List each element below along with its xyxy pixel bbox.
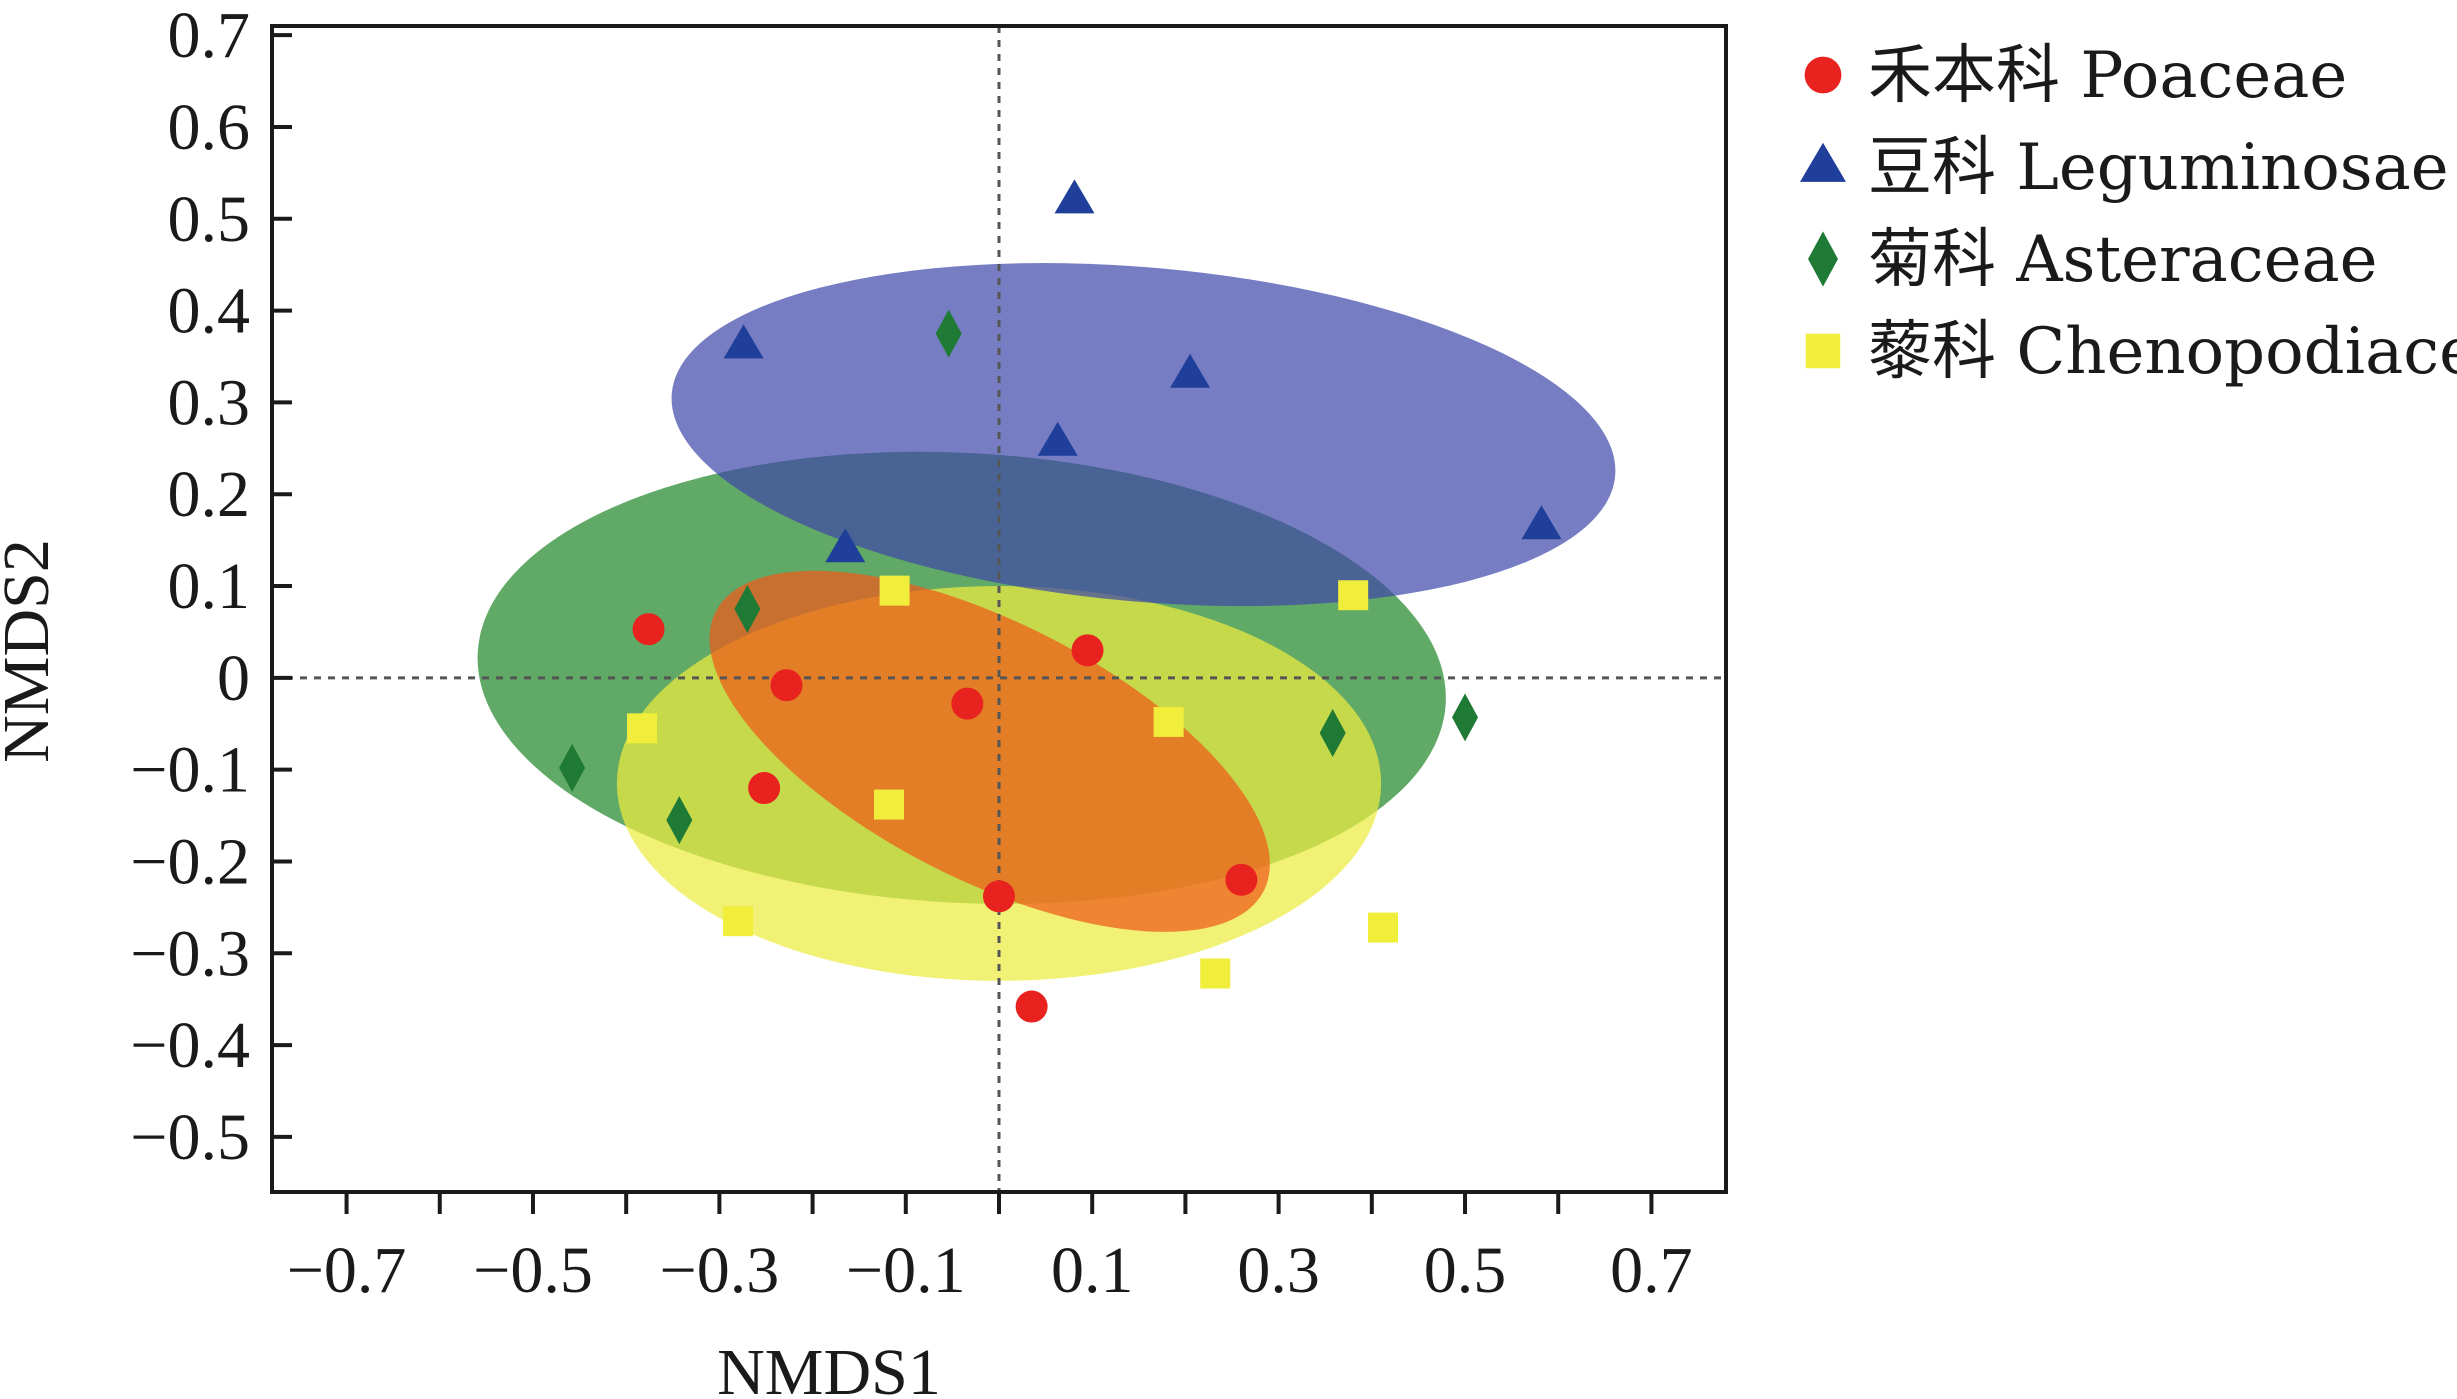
ellipse-circle	[709, 570, 1270, 932]
y-tick-label: 0.3	[168, 366, 251, 439]
point-square	[1368, 912, 1399, 943]
y-tick-label: −0.2	[130, 825, 250, 898]
legend-label: 菊科 Asteraceae	[1868, 223, 2378, 297]
legend-item: 豆科 Leguminosae	[1800, 131, 2449, 205]
x-tick-label: −0.1	[846, 1234, 966, 1307]
point-square	[1200, 958, 1231, 989]
y-tick-label: 0.1	[168, 550, 251, 623]
point-circle	[1071, 634, 1104, 667]
legend-label: 豆科 Leguminosae	[1868, 131, 2449, 205]
legend: 禾本科 Poaceae 豆科 Leguminosae 菊科 Asteraceae 藜科…	[1800, 39, 2457, 389]
point-diamond	[559, 743, 586, 792]
point-diamond	[935, 309, 962, 358]
point-triangle	[723, 324, 764, 359]
point-circle	[983, 880, 1015, 913]
y-tick-label: 0.6	[168, 91, 251, 164]
ellipse-triangle	[671, 263, 1616, 607]
x-axis-title: NMDS1	[717, 1336, 941, 1399]
x-tick-label: 0.5	[1424, 1234, 1507, 1307]
legend-label: 禾本科 Poaceae	[1868, 39, 2347, 113]
legend-marker-circle	[1804, 56, 1842, 94]
point-circle	[1225, 863, 1258, 896]
y-axis-title: NMDS2	[0, 539, 63, 763]
point-triangle	[825, 528, 866, 563]
legend-marker-triangle	[1800, 142, 1846, 182]
legend-marker-diamond	[1808, 231, 1838, 287]
legend-item: 禾本科 Poaceae	[1804, 39, 2347, 113]
y-tick-label: 0.7	[168, 0, 251, 72]
legend-marker-square	[1805, 333, 1841, 369]
point-square	[627, 713, 658, 744]
y-tick-label: −0.1	[130, 734, 250, 807]
x-tick-label: 0.3	[1237, 1234, 1320, 1307]
point-circle	[632, 613, 665, 646]
y-tick-label: −0.5	[130, 1101, 250, 1174]
reference-lines	[272, 26, 1726, 1192]
legend-item: 藜科 Chenopodiaceae	[1805, 315, 2457, 389]
point-circle	[770, 669, 803, 702]
y-tick-label: 0.4	[168, 275, 251, 348]
x-tick-label: 0.7	[1610, 1234, 1693, 1307]
point-diamond	[666, 796, 693, 845]
x-tick-label: −0.7	[287, 1234, 407, 1307]
y-tick-label: −0.4	[130, 1009, 250, 1082]
confidence-ellipses	[477, 263, 1616, 981]
y-tick-label: 0.2	[168, 458, 251, 531]
point-diamond	[1452, 693, 1479, 742]
point-triangle	[1521, 505, 1562, 540]
y-tick-label: −0.3	[130, 917, 250, 990]
point-diamond	[1319, 708, 1346, 757]
x-tick-label: −0.5	[473, 1234, 593, 1307]
point-diamond	[734, 585, 761, 633]
point-triangle	[1170, 353, 1211, 388]
y-tick-label: 0.5	[168, 183, 251, 256]
y-tick-label: 0	[217, 642, 250, 715]
data-points	[559, 179, 1562, 1023]
x-tick-label: 0.1	[1051, 1234, 1134, 1307]
point-triangle	[1054, 179, 1095, 214]
point-square	[879, 575, 910, 606]
point-circle	[951, 687, 984, 720]
x-tick-label: −0.3	[660, 1234, 780, 1307]
point-triangle	[1037, 421, 1078, 456]
point-circle	[1015, 990, 1048, 1023]
point-square	[1338, 580, 1369, 611]
point-circle	[748, 772, 781, 805]
point-square	[1153, 706, 1184, 737]
legend-label: 藜科 Chenopodiaceae	[1868, 315, 2457, 389]
point-square	[723, 906, 754, 937]
point-square	[874, 789, 905, 820]
legend-item: 菊科 Asteraceae	[1808, 223, 2378, 297]
axis-ticks: −0.7 −0.5 −0.3 −0.1 0.1 0.3 0.5 0.7 0.7 0.6 0.5 0.4…	[130, 0, 1692, 1307]
